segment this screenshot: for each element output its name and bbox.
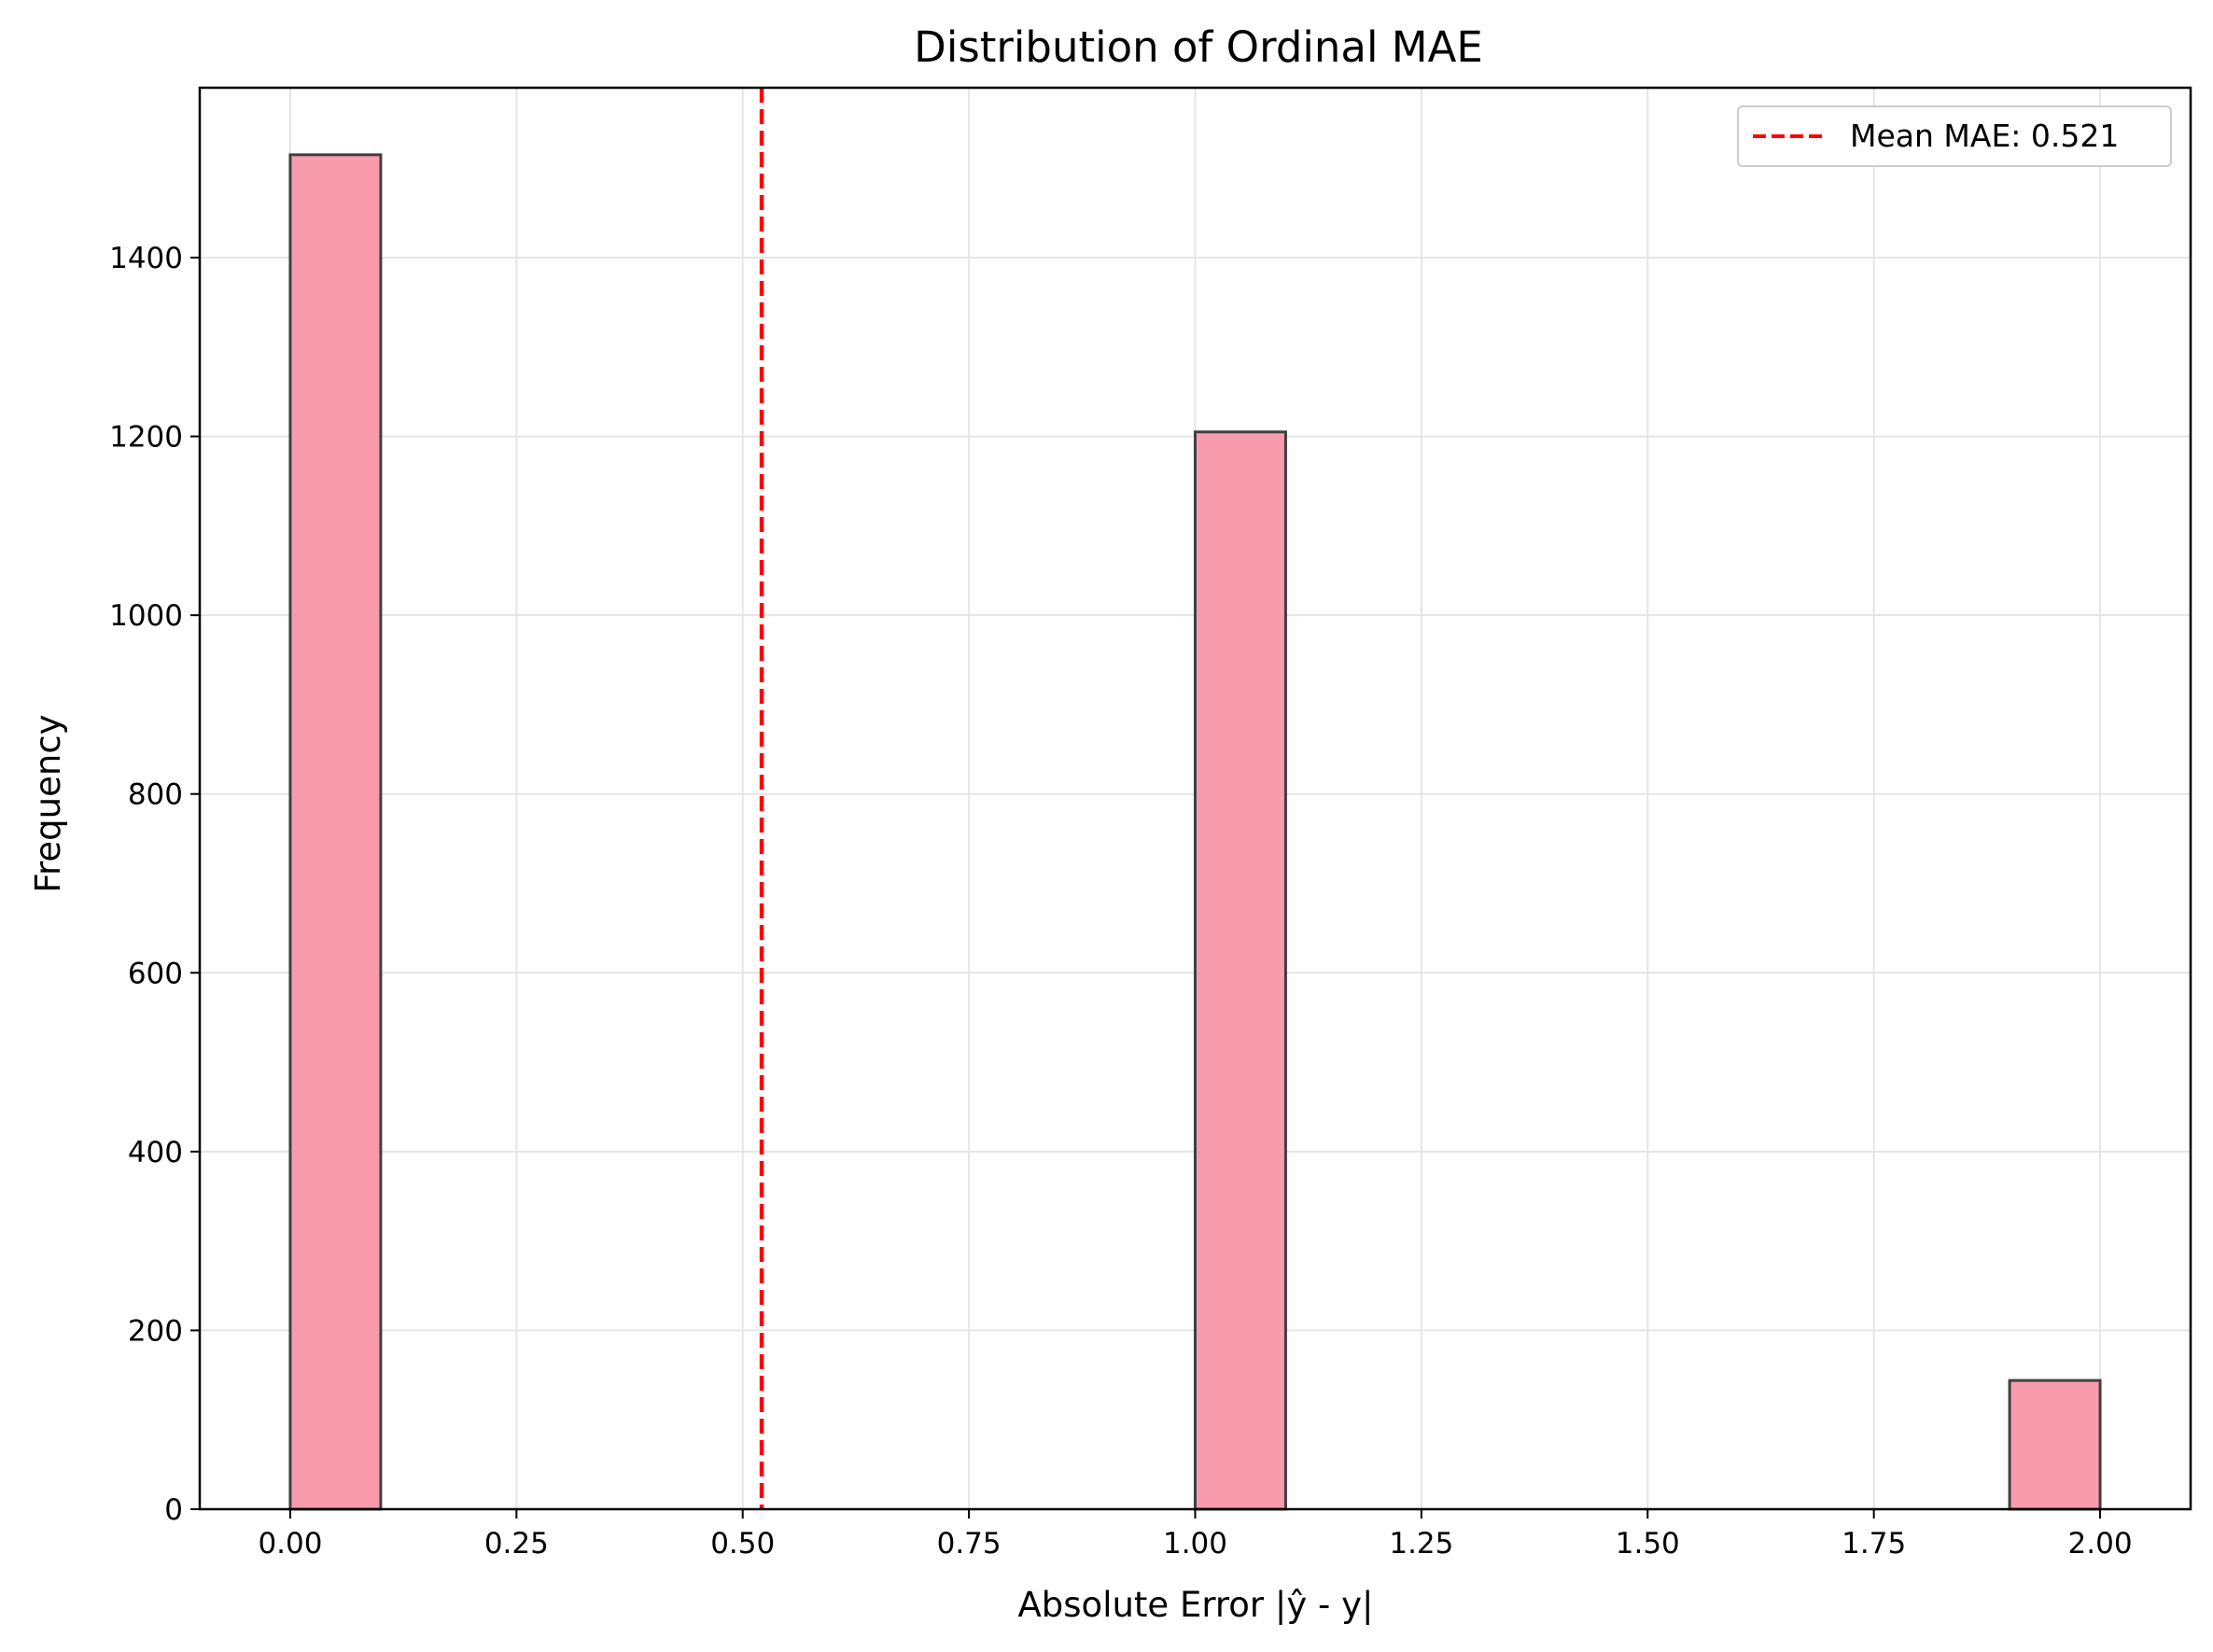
y-tick-label: 1000 [109, 599, 183, 633]
x-tick-label: 1.00 [1163, 1527, 1227, 1561]
x-tick-label: 0.00 [258, 1527, 322, 1561]
x-tick-label: 1.50 [1616, 1527, 1680, 1561]
legend-mean-label: Mean MAE: 0.521 [1850, 118, 2119, 154]
x-tick-label: 1.25 [1389, 1527, 1453, 1561]
y-tick-label: 200 [128, 1314, 183, 1348]
x-axis: 0.00 0.25 0.50 0.75 1.00 1.25 1.50 1.75 2.00 [258, 1509, 2133, 1561]
y-tick-label: 400 [128, 1136, 183, 1169]
x-tick-label: 0.25 [484, 1527, 549, 1561]
x-tick-label: 2.00 [2068, 1527, 2133, 1561]
histogram-bar [288, 153, 383, 1511]
x-axis-label: Absolute Error |ŷ - y| [1017, 1585, 1373, 1625]
y-axis: 0 200 400 600 800 1000 1200 1400 [109, 242, 200, 1527]
bars [288, 153, 2102, 1511]
y-tick-label: 1400 [109, 242, 183, 275]
y-tick-label: 0 [164, 1493, 183, 1527]
x-tick-label: 0.50 [710, 1527, 775, 1561]
x-tick-label: 1.75 [1842, 1527, 1906, 1561]
legend: Mean MAE: 0.521 [1737, 105, 2172, 167]
histogram-bar [2008, 1379, 2102, 1511]
y-tick-label: 800 [128, 778, 183, 812]
y-tick-label: 600 [128, 957, 183, 990]
y-axis-label: Frequency [28, 714, 68, 892]
histogram-bar [1194, 430, 1287, 1511]
chart-title: Distribution of Ordinal MAE [914, 22, 1483, 72]
legend-box [1737, 105, 2172, 167]
y-tick-label: 1200 [109, 421, 183, 455]
x-tick-label: 0.75 [937, 1527, 1001, 1561]
